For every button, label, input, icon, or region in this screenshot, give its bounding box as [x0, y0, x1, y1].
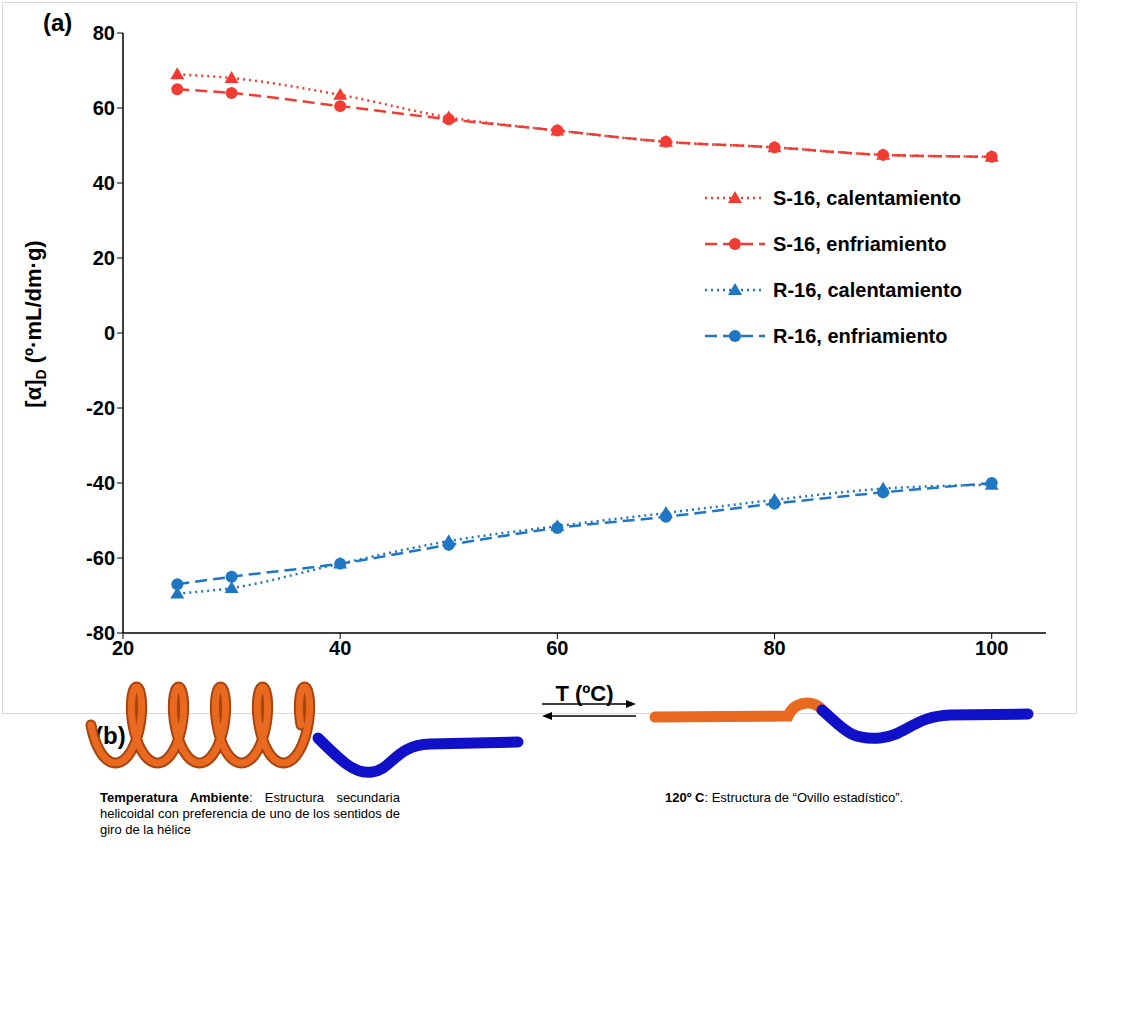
html-text:120º C: Estructura de “Ovillo: 120º C: Estructura de “Ovillo estadístic… — [665, 790, 904, 805]
html-text:(º·mL/dm·g): (º·mL/dm·g) — [20, 240, 46, 370]
html-text:S-16, enfriamiento: S-16, enfriamiento — [773, 232, 947, 255]
svg-text:40: 40 — [329, 637, 351, 659]
svg-text:20: 20 — [93, 247, 115, 269]
svg-text:-20: -20 — [86, 397, 115, 419]
svg-text:100: 100 — [975, 637, 1008, 659]
svg-text:-80: -80 — [86, 622, 115, 644]
svg-text:60: 60 — [93, 97, 115, 119]
html-text:S-16, calentamiento: S-16, calentamiento — [773, 186, 961, 209]
html-text:D: D — [33, 369, 50, 380]
html-text:(a): (a) — [43, 9, 73, 36]
svg-text:0: 0 — [104, 322, 115, 344]
svg-text:20: 20 — [112, 637, 134, 659]
html-text:(b): (b) — [95, 722, 126, 749]
svg-text:-60: -60 — [86, 547, 115, 569]
svg-text:80: 80 — [763, 637, 785, 659]
svg-text:80: 80 — [93, 22, 115, 44]
svg-text:40: 40 — [93, 172, 115, 194]
html-text:Temperatura Ambiente: Estructu: Temperatura Ambiente: Estructura secunda… — [100, 790, 400, 837]
svg-text:T (ºC): T (ºC) — [555, 681, 613, 706]
html-text:[α]: [α] — [20, 379, 46, 408]
svg-text:60: 60 — [546, 637, 568, 659]
html-text:R-16, calentamiento: R-16, calentamiento — [773, 278, 962, 301]
svg-text:-40: -40 — [86, 472, 115, 494]
html-text:R-16, enfriamiento: R-16, enfriamiento — [773, 324, 948, 347]
